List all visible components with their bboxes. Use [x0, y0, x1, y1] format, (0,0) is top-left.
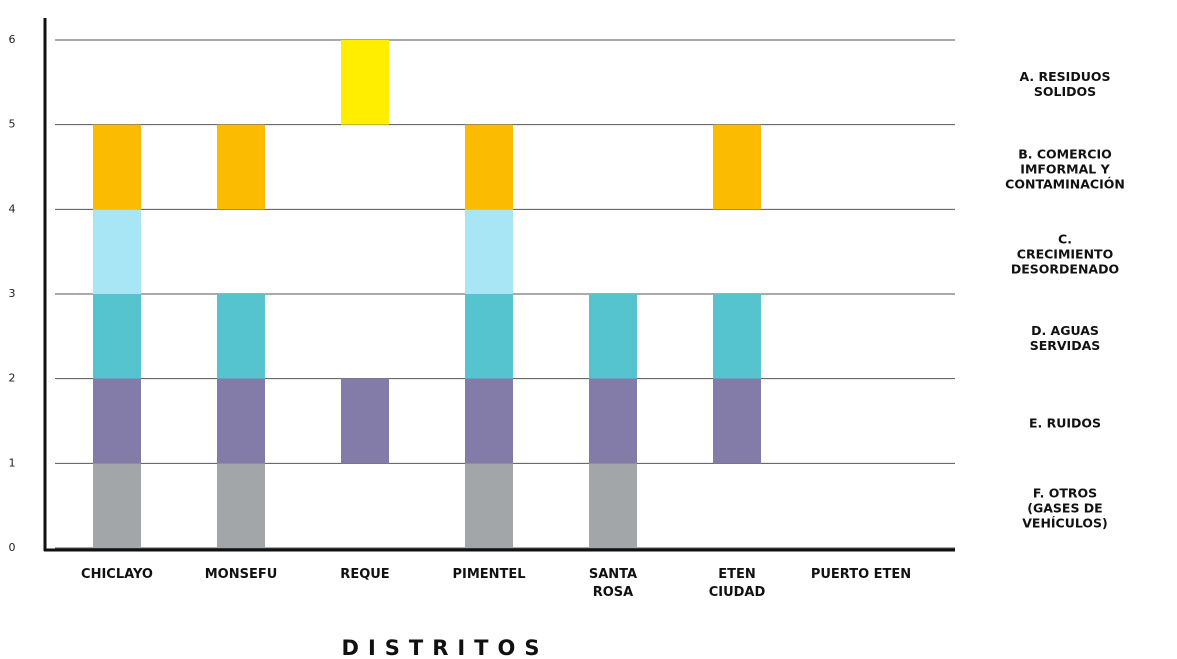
bar-segment	[713, 294, 761, 379]
bar-segment	[93, 124, 141, 210]
bar-segment	[341, 40, 389, 125]
y-tick-label: 0	[9, 541, 16, 554]
bar-segment	[589, 463, 637, 548]
bar-segment	[589, 378, 637, 464]
y-tick-label: 5	[9, 118, 16, 131]
y-tick-label: 4	[9, 202, 16, 215]
x-tick-label: MONSEFU	[204, 567, 278, 582]
bar-segment	[713, 124, 761, 210]
x-tick-label: CHICLAYO	[81, 567, 153, 582]
legend-label: F. OTROS (GASES DE VEHÍCULOS)	[1022, 485, 1108, 531]
x-axis-label: DISTRITOS	[341, 636, 549, 659]
x-tick-label: PIMENTEL	[452, 567, 526, 582]
bar-segment	[217, 378, 265, 464]
bar-segment	[217, 294, 265, 379]
x-tick-label: ETEN CIUDAD	[708, 567, 766, 600]
legend-label: B. COMERCIO IMFORMAL Y CONTAMINACIÓN	[1005, 146, 1125, 192]
bar-segment	[589, 294, 637, 379]
legend-label: E. RUIDOS	[1028, 415, 1102, 431]
bar-segment	[217, 124, 265, 210]
y-tick-label: 2	[9, 372, 16, 385]
bar-segment	[93, 209, 141, 294]
bar-segment	[341, 378, 389, 464]
legend-label: D. AGUAS SERVIDAS	[1029, 323, 1101, 354]
bar-segment	[93, 378, 141, 464]
legend-label: C. CRECIMIENTO DESORDENADO	[1010, 231, 1120, 277]
bar-segment	[465, 463, 513, 548]
x-tick-label: PUERTO ETEN	[810, 567, 912, 582]
bar-segment	[465, 124, 513, 210]
bar-segment	[217, 463, 265, 548]
bar-segment	[93, 463, 141, 548]
bar-segment	[465, 209, 513, 294]
bar-segment	[465, 294, 513, 379]
bar-segment	[465, 378, 513, 464]
y-tick-label: 3	[9, 287, 16, 300]
y-tick-label: 1	[9, 456, 16, 469]
x-tick-label: SANTA ROSA	[588, 567, 638, 600]
bar-segment	[93, 294, 141, 379]
x-tick-label: REQUE	[340, 567, 390, 582]
bar-segment	[713, 378, 761, 464]
y-tick-label: 6	[9, 33, 16, 46]
legend-label: A. RESIDUOS SOLIDOS	[1019, 69, 1111, 100]
